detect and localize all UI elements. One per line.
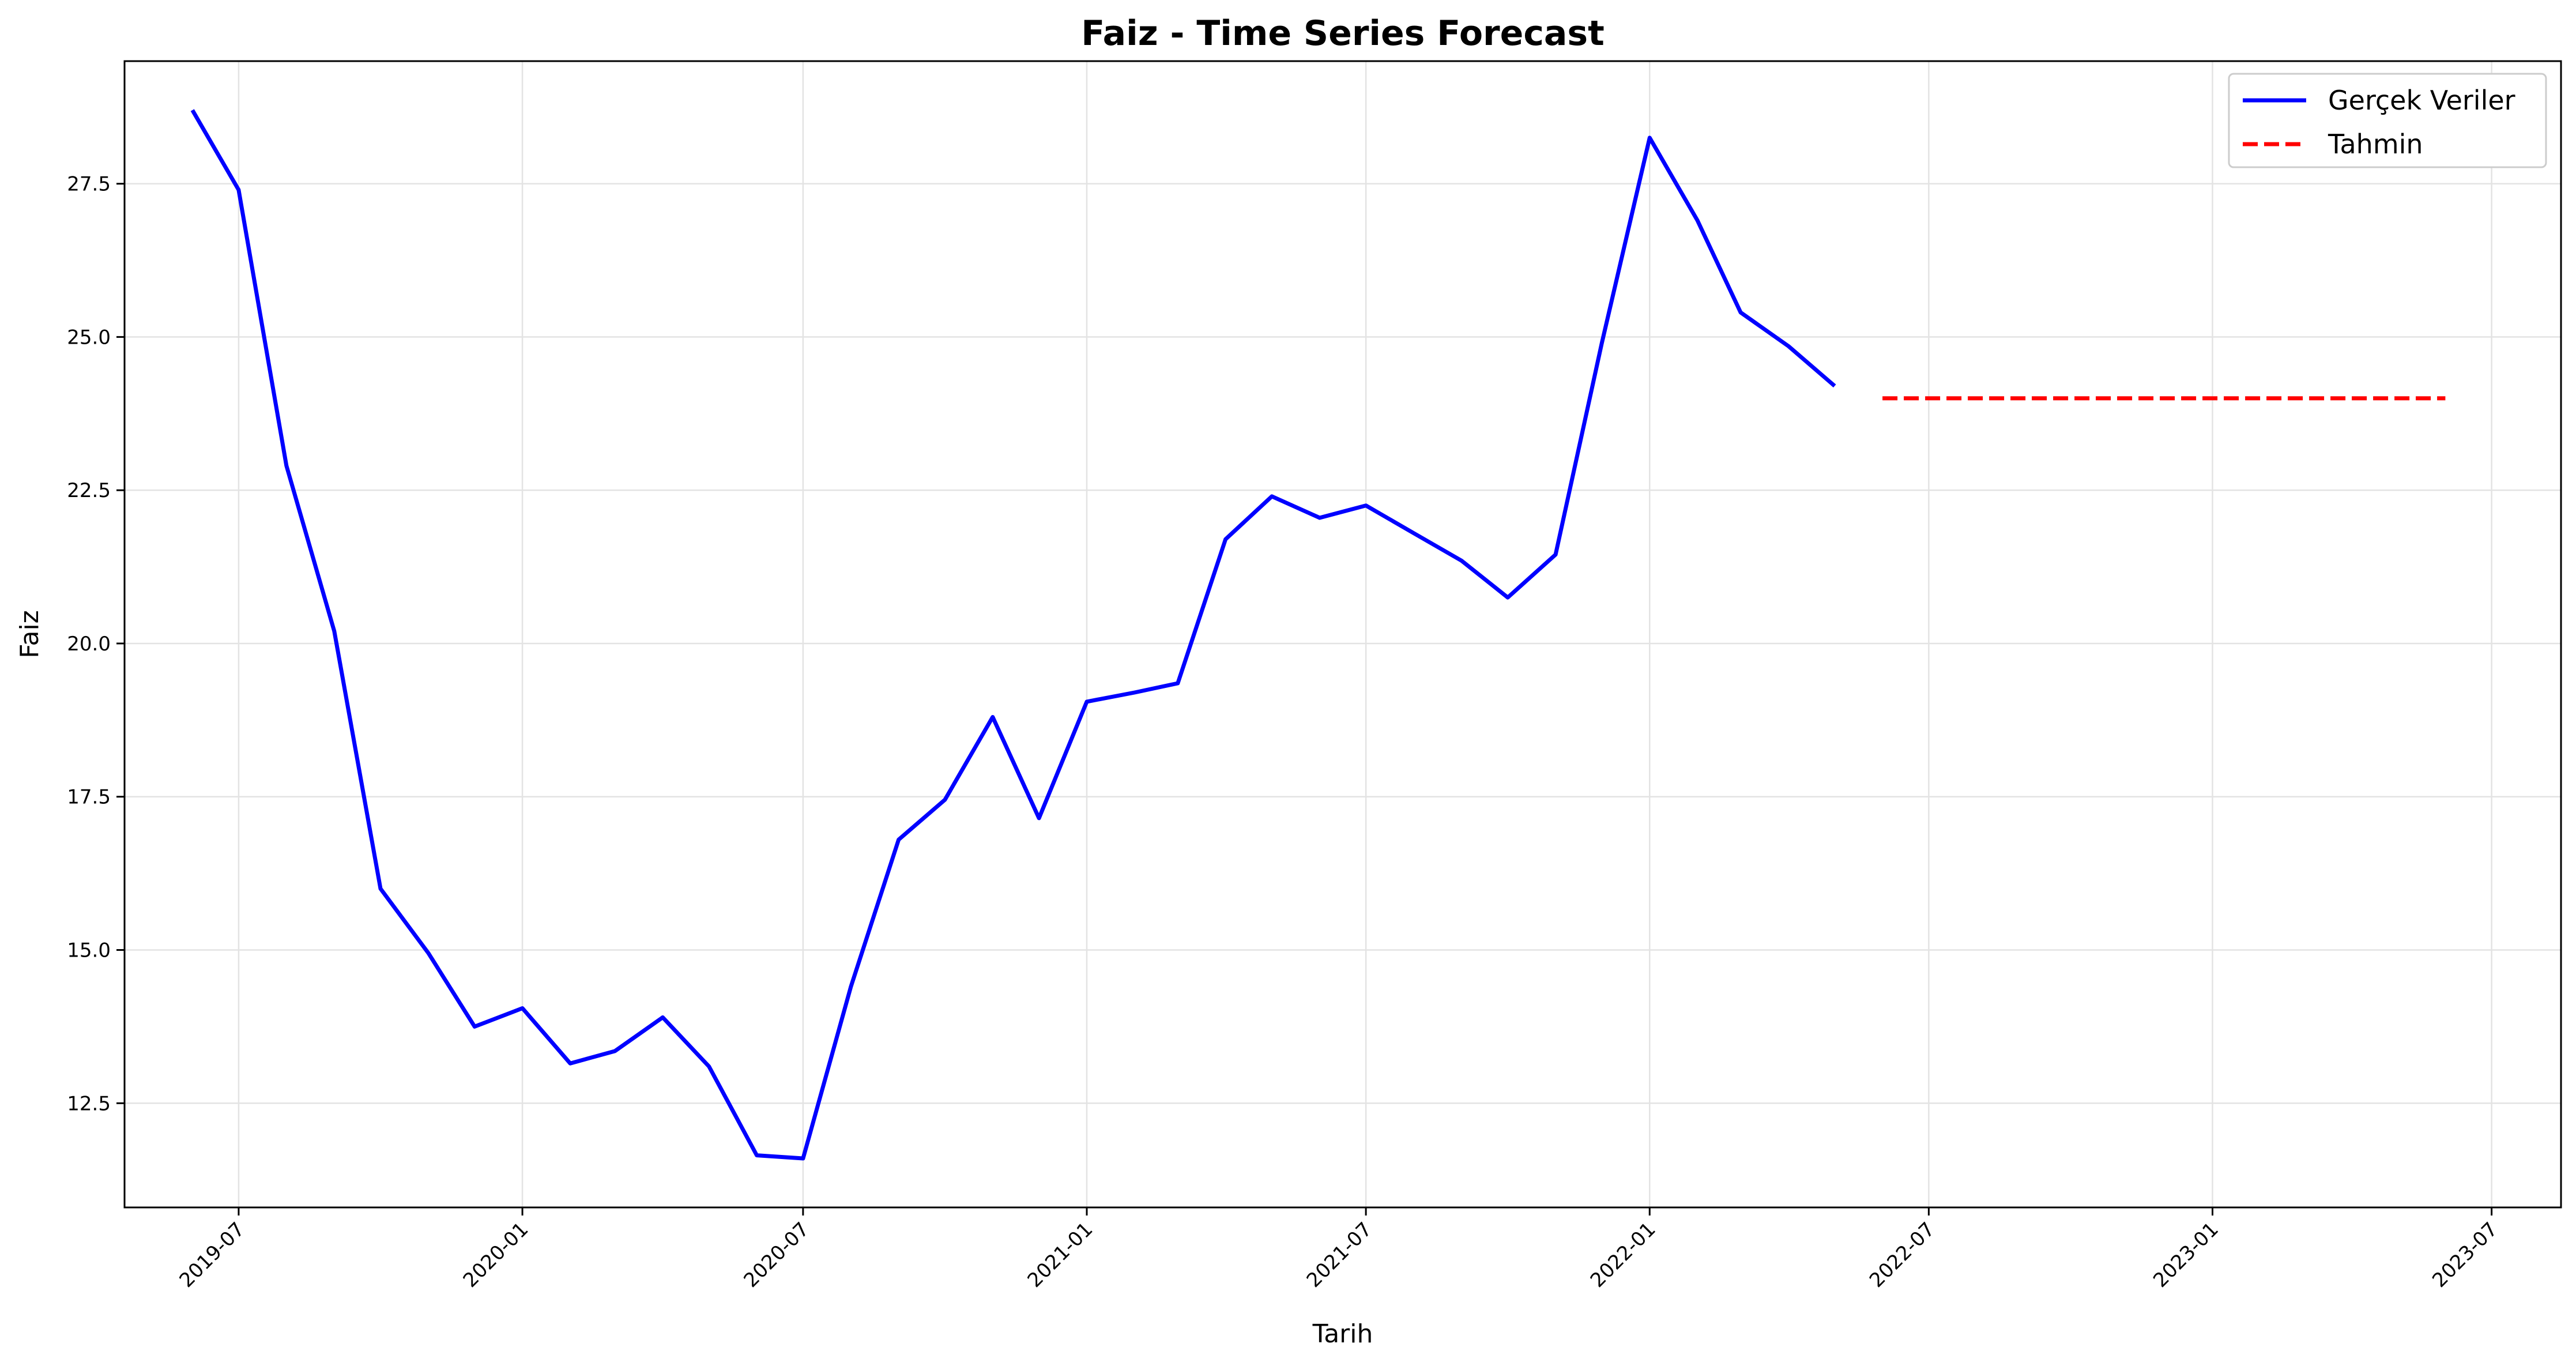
legend: Gerçek Veriler Tahmin	[2228, 73, 2547, 168]
y-tick-label: 25.0	[67, 326, 111, 349]
gridlines	[125, 61, 2561, 1207]
series-line-actual	[190, 109, 1836, 1161]
y-tick-label: 20.0	[67, 633, 111, 656]
y-axis-title: Faiz	[15, 610, 44, 658]
legend-label-forecast: Tahmin	[2328, 129, 2423, 160]
y-tick-label: 22.5	[67, 479, 111, 502]
y-tick-label: 15.0	[67, 939, 111, 962]
plot-frame	[123, 60, 2562, 1209]
y-tick-label: 12.5	[67, 1092, 111, 1115]
y-tick-label: 17.5	[67, 786, 111, 809]
x-axis-title: Tarih	[1312, 1319, 1373, 1349]
chart-title: Faiz - Time Series Forecast	[1081, 13, 1605, 54]
y-tick-label: 27.5	[67, 173, 111, 196]
legend-label-actual: Gerçek Veriler	[2328, 85, 2515, 116]
series-lines	[190, 109, 2446, 1161]
legend-box	[2228, 73, 2547, 168]
